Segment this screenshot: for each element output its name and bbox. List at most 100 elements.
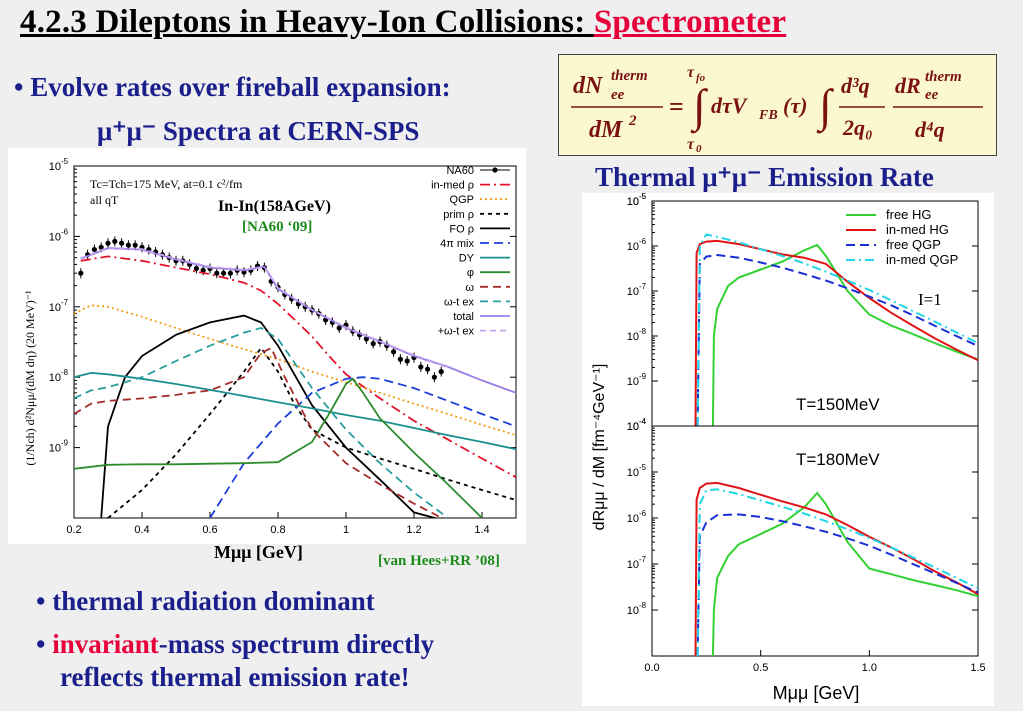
formula-frac2-num: d³q <box>841 73 870 98</box>
formula-frac3-num-sup: therm <box>925 69 962 85</box>
formula-int-upper-sub: fo <box>696 72 706 84</box>
bullet-evolve-rates: • Evolve rates over fireball expansion: <box>14 72 451 102</box>
na60-data-label: [NA60 ‘09] <box>242 219 312 235</box>
formula-lhs-num: dN <box>573 73 604 99</box>
formula-int-lower: τ <box>687 136 695 153</box>
na60-data-point <box>98 244 104 250</box>
na60-data-point <box>112 238 118 244</box>
rate-y-axis-label: dRμμ / dM [fm⁻⁴GeV⁻¹] <box>591 364 608 531</box>
y-tick-label: 10-8 <box>627 601 647 617</box>
series-group-rate-t150 <box>694 233 978 426</box>
legend-label-in-med: in-med ρ <box>431 180 474 192</box>
emission-rate-chart: 10-910-810-710-610-510-510-810-710-610-5… <box>591 192 986 703</box>
na60-plot-area: 10-9 10-8 10-7 10-6 10-5 0.2 0.4 0.6 0.8 1 1.2 1.4 N… <box>49 157 517 536</box>
na60-data-point <box>370 341 376 347</box>
panel-top-temperature: T=150MeV <box>796 395 880 414</box>
x-tick-label: 1.0 <box>862 662 877 674</box>
na60-data-point <box>125 242 131 248</box>
plot-frame-rate-t180 <box>651 425 979 657</box>
series-line-in-med-qgp <box>696 233 978 426</box>
legend-label-t-ex: +ω-t ex <box>438 326 475 338</box>
series-line-free-hg <box>711 243 978 426</box>
series-line-4-mix <box>209 376 516 518</box>
bullet-invariant-mass: • invariant-mass spectrum directly <box>36 629 434 660</box>
series-line-qgp <box>74 304 516 437</box>
na60-data-point <box>91 246 97 253</box>
formula-equals: = <box>669 92 684 121</box>
series-line-series <box>74 346 444 518</box>
na60-data-point <box>418 364 424 370</box>
y-tick-label: 10-7 <box>627 555 646 571</box>
chart-annotation-params: Tc=Tch=175 MeV, at=0.1 c²/fm <box>90 177 243 191</box>
formula-integrand-sub: FB <box>758 108 778 123</box>
rate-x-axis-label: Mμμ [GeV] <box>773 683 860 703</box>
formula-int-upper: τ <box>687 64 695 81</box>
series-group-na60 <box>74 236 516 518</box>
legend-label-prim: prim ρ <box>443 209 474 221</box>
series-line-in-med-qgp <box>696 488 978 656</box>
na60-data-point <box>78 270 84 276</box>
y-tick-label: 10-9 <box>627 372 647 388</box>
y-tick-label: 10-7 <box>49 298 68 314</box>
na60-data-point <box>105 240 111 246</box>
na60-data-point <box>200 267 206 273</box>
na60-data-point <box>404 358 410 364</box>
series-line-free-qgp <box>696 253 978 426</box>
isospin-label: I=1 <box>918 290 942 309</box>
legend-label-in-med-hg: in-med HG <box>886 222 949 237</box>
legend-label-in-med-qgp: in-med QGP <box>886 252 958 267</box>
y-tick-label: 10-7 <box>627 282 646 298</box>
invariant-word: invariant <box>52 629 159 659</box>
formula-lhs-num-sub: ee <box>611 87 625 103</box>
system-label: In-In(158AGeV) <box>218 198 331 215</box>
na60-data-point <box>119 240 125 246</box>
title-highlight: Spectrometer <box>593 4 787 40</box>
series-line-t-ex <box>80 246 449 368</box>
bullet3-rest: -mass spectrum directly <box>158 629 435 659</box>
series-line-in-med-hg <box>694 239 978 426</box>
y-tick-label: 10-8 <box>49 368 69 384</box>
formula-box: dN therm ee dM 2 = ∫ τ fo τ 0 dτV FB (τ)… <box>558 54 997 156</box>
na60-data-point <box>132 242 138 248</box>
x-tick-label: 0.0 <box>644 662 659 674</box>
na60-data-point <box>214 270 220 276</box>
na60-data-point <box>193 265 199 272</box>
integral-sign-2: ∫ <box>816 80 834 134</box>
series-line-series <box>74 377 483 518</box>
na60-data-point <box>431 374 437 380</box>
legend-label-qgp: QGP <box>450 194 474 206</box>
title-main: 4.2.3 Dileptons in Heavy-Ion Collisions: <box>20 4 594 40</box>
na60-data-point <box>438 369 444 375</box>
series-line-in-med <box>80 255 516 478</box>
formula-frac3-num: dR <box>895 73 921 98</box>
na60-data-point <box>221 270 227 276</box>
legend-label-4-mix: 4π mix <box>440 238 474 250</box>
formula-lhs-num-sup: therm <box>611 68 648 84</box>
x-tick-label: 0.5 <box>753 662 768 674</box>
formula-lhs-den: dM <box>589 117 624 143</box>
y-tick-label: 10-5 <box>627 463 647 479</box>
emission-rate-plot-area: 10-910-810-710-610-510-510-810-710-610-5… <box>627 192 986 674</box>
formula-frac3-num-sub: ee <box>925 87 939 103</box>
bullet-invariant-mass-line2: reflects thermal emission rate! <box>60 662 410 692</box>
chart-annotation-qt: all qT <box>90 193 119 207</box>
na60-data-point <box>391 349 397 355</box>
na60-y-axis-label: (1/Nch) d²Nμμ/(dM dη) (20 MeV)⁻¹ <box>23 290 37 466</box>
formula-integrand-arg: (τ) <box>783 93 807 118</box>
left-heading: μ⁺μ⁻ Spectra at CERN-SPS <box>97 116 420 146</box>
formula-frac2-den: 2q₀ <box>842 115 873 140</box>
y-tick-label: 10-6 <box>627 237 647 253</box>
legend-label-total: total <box>453 311 474 323</box>
na60-x-axis-label: Mμμ [GeV] <box>214 542 303 562</box>
na60-data-point <box>425 366 431 372</box>
series-line-free-hg <box>711 491 978 656</box>
x-tick-label: 0.6 <box>202 524 217 536</box>
formula-int-lower-sub: 0 <box>696 143 702 155</box>
na60-data-point <box>397 356 403 362</box>
legend-label-t-ex: ω-t ex <box>444 296 474 308</box>
integral-sign-1: ∫ <box>690 80 708 134</box>
y-tick-label: 10-5 <box>627 193 647 208</box>
bullet-thermal-dominant: • thermal radiation dominant <box>36 586 375 616</box>
y-tick-label: 10-6 <box>627 509 647 525</box>
x-tick-label: 1.5 <box>970 662 985 674</box>
